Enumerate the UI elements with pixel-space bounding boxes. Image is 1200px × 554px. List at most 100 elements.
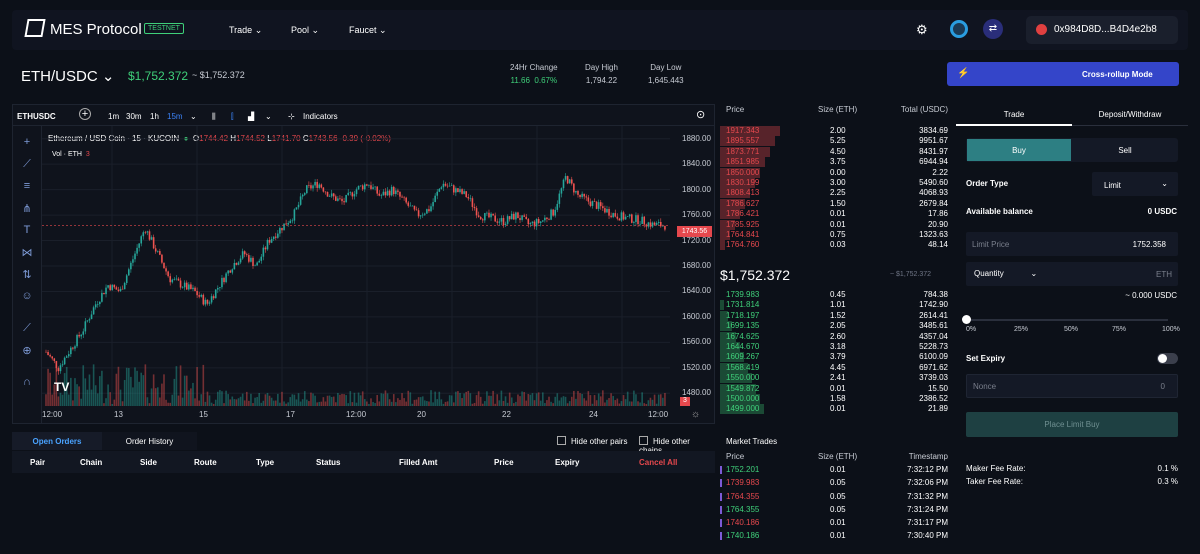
- swap-arrows-icon[interactable]: ⇄: [983, 19, 1003, 39]
- tab-open-orders[interactable]: Open Orders: [12, 432, 102, 450]
- amount-slider[interactable]: [966, 319, 1168, 321]
- hide-other-pairs-checkbox[interactable]: Hide other pairs: [557, 436, 627, 446]
- place-limit-buy-button[interactable]: Place Limit Buy: [966, 412, 1178, 437]
- candle: [446, 183, 449, 406]
- interval-1m[interactable]: 1m: [108, 112, 120, 121]
- trade-row[interactable]: 1764.355 0.05 7:31:24 PM: [720, 505, 948, 518]
- ask-row[interactable]: 1808.413 2.25 4068.93: [720, 188, 948, 199]
- candle: [539, 221, 542, 406]
- ask-row[interactable]: 1917.343 2.00 3834.69: [720, 126, 948, 136]
- settings-gear-icon[interactable]: ⚙: [916, 22, 928, 37]
- bid-row[interactable]: 1549.872 0.01 15.50: [720, 383, 948, 394]
- trade-row[interactable]: 1764.355 0.05 7:31:32 PM: [720, 492, 948, 505]
- trade-row[interactable]: 1739.983 0.05 7:32:06 PM: [720, 478, 948, 491]
- text-tool-icon[interactable]: T: [23, 224, 31, 236]
- hide-other-chains-checkbox[interactable]: Hide other chains: [639, 436, 715, 455]
- bid-row[interactable]: 1674.625 2.60 4357.04: [720, 331, 948, 342]
- price-tick: 1880.00: [682, 133, 711, 143]
- chart-symbol[interactable]: ETHUSDC: [17, 112, 56, 121]
- bid-row[interactable]: 1644.670 3.18 5228.73: [720, 341, 948, 352]
- bid-row[interactable]: 1731.814 1.01 1742.90: [720, 300, 948, 311]
- candle: [502, 215, 505, 406]
- candle: [231, 268, 234, 406]
- ask-row[interactable]: 1850.000 0.00 2.22: [720, 167, 948, 178]
- stat-24h-change: 24Hr Change 11.66 0.67%: [510, 63, 558, 85]
- crosshair-icon[interactable]: +: [23, 136, 31, 148]
- bid-row[interactable]: 1739.983 0.45 784.38: [726, 290, 948, 299]
- interval-30m[interactable]: 30m: [126, 112, 142, 121]
- candle: [606, 205, 608, 406]
- tab-deposit-withdraw[interactable]: Deposit/Withdraw: [1072, 102, 1188, 126]
- ask-row[interactable]: 1786.421 0.01 17.86: [720, 209, 948, 220]
- pattern-icon[interactable]: ⋈: [21, 247, 33, 259]
- trade-row[interactable]: 1740.186 0.01 7:31:17 PM: [720, 518, 948, 531]
- ask-row[interactable]: 1895.557 5.25 9951.67: [720, 136, 948, 147]
- interval-1h[interactable]: 1h: [150, 112, 159, 121]
- candle: [537, 216, 540, 406]
- sell-button[interactable]: Sell: [1118, 146, 1132, 155]
- price-axis: 1880.00 1840.00 1800.00 1760.00 1720.00 1680.…: [670, 126, 715, 406]
- candle: [374, 186, 376, 406]
- ruler-icon[interactable]: ⟋: [23, 322, 31, 334]
- time-tick: 12:00: [346, 410, 367, 419]
- quantity-field[interactable]: Quantity ⌄ ETH: [966, 262, 1178, 286]
- candle: [248, 253, 250, 406]
- tab-order-history[interactable]: Order History: [102, 432, 197, 450]
- amount-slider-handle[interactable]: [962, 315, 971, 324]
- emoji-icon[interactable]: ☺: [21, 290, 33, 302]
- bid-row[interactable]: 1609.267 3.79 6100.09: [720, 352, 948, 363]
- ask-row[interactable]: 1764.841 0.75 1323.63: [720, 229, 948, 240]
- limit-price-field[interactable]: Limit Price 1752.358: [966, 232, 1178, 256]
- pair-selector[interactable]: ETH/USDC ⌄: [21, 68, 115, 85]
- indicators-icon[interactable]: ⊹: [288, 112, 295, 121]
- set-expiry-toggle[interactable]: [1157, 353, 1178, 364]
- interval-15m[interactable]: 15m: [167, 112, 183, 121]
- tab-trade[interactable]: Trade: [956, 102, 1072, 126]
- ask-row[interactable]: 1764.760 0.03 48.14: [720, 240, 948, 251]
- bid-row[interactable]: 1699.135 2.05 3485.61: [720, 321, 948, 332]
- auto-scale-icon[interactable]: ☼: [691, 409, 701, 420]
- candle: [568, 178, 571, 406]
- candle: [343, 197, 345, 406]
- ask-row[interactable]: 1873.771 4.50 8431.97: [720, 146, 948, 157]
- horizontal-lines-icon[interactable]: ≡: [23, 180, 31, 192]
- chart-type-dropdown-icon[interactable]: ⌄: [265, 112, 272, 121]
- wallet-button[interactable]: 0x984D8D...B4D4e2b8: [1026, 16, 1178, 44]
- pitchfork-icon[interactable]: ⋔: [22, 203, 32, 215]
- ask-row[interactable]: 1786.627 1.50 2679.84: [720, 198, 948, 209]
- trendline-icon[interactable]: ⟋: [23, 158, 31, 170]
- zoom-icon[interactable]: ⊕: [22, 345, 32, 357]
- camera-icon[interactable]: ⊙: [696, 109, 706, 121]
- interval-dropdown-icon[interactable]: ⌄: [190, 112, 197, 121]
- bid-row[interactable]: 1499.000 0.01 21.89: [720, 404, 948, 415]
- ask-row[interactable]: 1830.199 3.00 5490.60: [720, 177, 948, 188]
- add-symbol-icon[interactable]: +: [79, 108, 91, 120]
- price-plot[interactable]: [42, 126, 670, 406]
- bid-row[interactable]: 1500.000 1.58 2386.52: [720, 393, 948, 404]
- indicators-button[interactable]: Indicators: [303, 112, 338, 121]
- network-icon[interactable]: [950, 20, 968, 38]
- candle: [188, 282, 190, 406]
- cross-rollup-mode-button[interactable]: ⚡ Cross-rollup Mode: [947, 62, 1179, 86]
- trade-row[interactable]: 1752.201 0.01 7:32:12 PM: [720, 465, 948, 478]
- ask-row[interactable]: 1785.925 0.01 20.90: [720, 219, 948, 230]
- bid-row[interactable]: 1550.000 2.41 3739.03: [720, 373, 948, 384]
- order-type-select[interactable]: Limit ⌄: [1092, 172, 1178, 196]
- nonce-field[interactable]: Nonce 0: [966, 374, 1178, 398]
- measure-icon[interactable]: ⇅: [22, 269, 32, 281]
- nav-faucet[interactable]: Faucet ⌄: [349, 25, 387, 35]
- bid-row[interactable]: 1718.197 1.52 2614.41: [720, 310, 948, 321]
- area-style-icon[interactable]: ▟: [248, 112, 255, 121]
- magnet-icon[interactable]: ∩: [23, 376, 31, 388]
- nav-trade[interactable]: Trade ⌄: [229, 25, 263, 35]
- candle-style-icon[interactable]: ⫿: [231, 112, 234, 121]
- quantity-unit-select[interactable]: Quantity ⌄: [974, 269, 1038, 278]
- bar-style-icon[interactable]: ⫼: [212, 112, 216, 121]
- trade-row[interactable]: 1740.186 0.01 7:30:40 PM: [720, 531, 948, 544]
- bid-row[interactable]: 1568.419 4.45 6971.62: [720, 362, 948, 373]
- brand-logo[interactable]: MES Protocol: [24, 19, 142, 38]
- ask-row[interactable]: 1851.985 3.75 6944.94: [720, 157, 948, 168]
- nav-pool[interactable]: Pool ⌄: [291, 25, 320, 35]
- buy-button[interactable]: Buy: [967, 139, 1071, 161]
- cancel-all-button[interactable]: Cancel All: [639, 458, 678, 467]
